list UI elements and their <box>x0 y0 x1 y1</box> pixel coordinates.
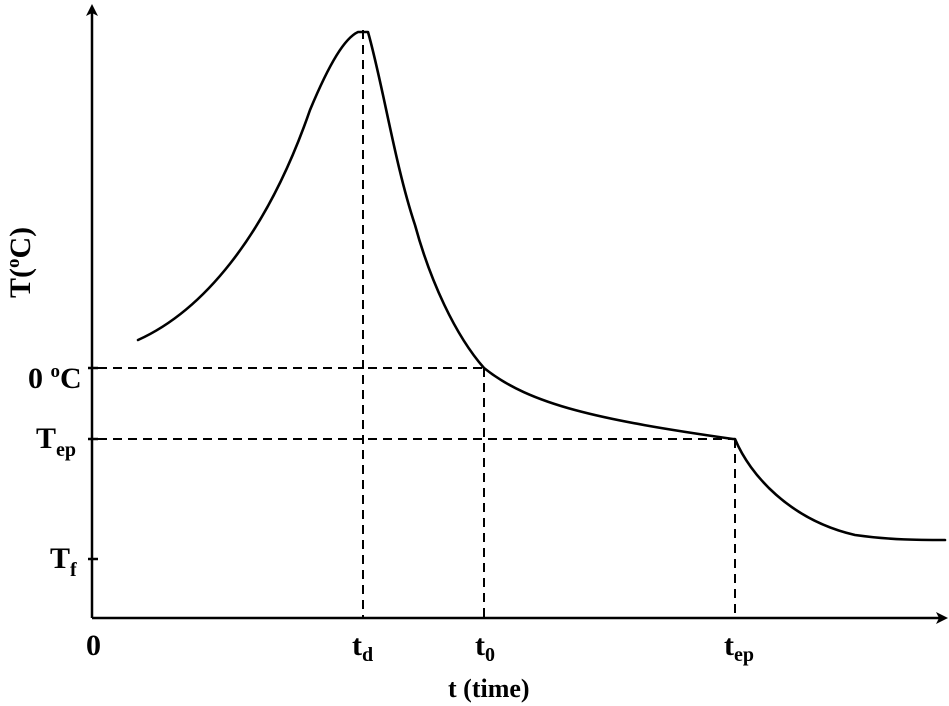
y-axis-title: T(oC) <box>3 227 37 298</box>
x-axis-title: t (time) <box>448 674 530 703</box>
x-label-td: td <box>352 629 373 666</box>
temperature-curve <box>136 30 947 542</box>
x-label-t0: t0 <box>475 629 495 666</box>
y-label-tep: Tep <box>36 422 76 461</box>
y-label-tf: Tf <box>50 542 77 581</box>
origin-label: 0 <box>86 629 101 662</box>
y-label-zero: 0 oC <box>28 361 82 395</box>
x-label-tep: tep <box>724 629 754 666</box>
